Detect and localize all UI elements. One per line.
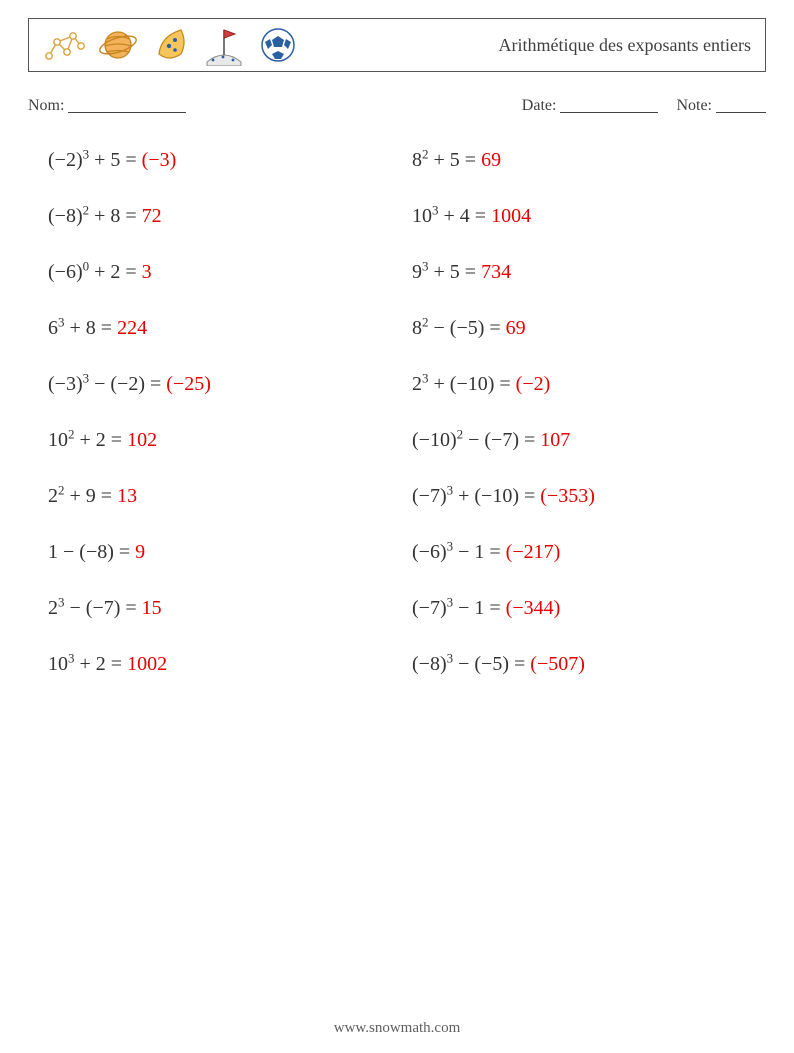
problem-answer: 15 <box>142 597 162 619</box>
problem-expression: (−8)3 − (−5) = <box>412 653 530 675</box>
problem-13: (−7)3 + (−10) = (−353) <box>412 485 766 508</box>
problem-answer: 72 <box>142 205 162 227</box>
problem-answer: 734 <box>481 261 511 283</box>
problem-3: 103 + 4 = 1004 <box>412 205 766 228</box>
problem-expression: (−8)2 + 8 = <box>48 205 142 227</box>
problem-expression: (−10)2 − (−7) = <box>412 429 540 451</box>
problem-expression: 23 − (−7) = <box>48 597 142 619</box>
problem-answer: (−25) <box>166 373 211 395</box>
problem-10: 102 + 2 = 102 <box>48 429 402 452</box>
problem-17: (−7)3 − 1 = (−344) <box>412 597 766 620</box>
problem-expression: 82 − (−5) = <box>412 317 506 339</box>
problem-answer: (−344) <box>506 597 561 619</box>
problem-expression: (−6)3 − 1 = <box>412 541 506 563</box>
problem-2: (−8)2 + 8 = 72 <box>48 205 402 228</box>
problem-5: 93 + 5 = 734 <box>412 261 766 284</box>
problem-11: (−10)2 − (−7) = 107 <box>412 429 766 452</box>
icon-row <box>43 24 299 66</box>
problem-answer: (−3) <box>142 149 177 171</box>
problem-answer: 102 <box>127 429 157 451</box>
problem-12: 22 + 9 = 13 <box>48 485 402 508</box>
footer-url: www.snowmath.com <box>0 1020 794 1037</box>
problem-answer: 9 <box>135 541 145 563</box>
problem-answer: 69 <box>506 317 526 339</box>
problem-expression: 93 + 5 = <box>412 261 481 283</box>
problem-answer: 69 <box>481 149 501 171</box>
problem-9: 23 + (−10) = (−2) <box>412 373 766 396</box>
problem-6: 63 + 8 = 224 <box>48 317 402 340</box>
problem-expression: (−6)0 + 2 = <box>48 261 142 283</box>
problem-expression: (−7)3 + (−10) = <box>412 485 540 507</box>
problem-8: (−3)3 − (−2) = (−25) <box>48 373 402 396</box>
problem-expression: (−7)3 − 1 = <box>412 597 506 619</box>
problem-19: (−8)3 − (−5) = (−507) <box>412 653 766 676</box>
problem-answer: 224 <box>117 317 147 339</box>
problem-7: 82 − (−5) = 69 <box>412 317 766 340</box>
flag-icon <box>203 24 245 66</box>
problem-expression: 23 + (−10) = <box>412 373 516 395</box>
problem-0: (−2)3 + 5 = (−3) <box>48 149 402 172</box>
problem-expression: 63 + 8 = <box>48 317 117 339</box>
problem-expression: 1 − (−8) = <box>48 541 135 563</box>
worksheet-header: Arithmétique des exposants entiers <box>28 18 766 72</box>
problem-answer: (−507) <box>530 653 585 675</box>
planet-icon <box>97 24 139 66</box>
problem-expression: 22 + 9 = <box>48 485 117 507</box>
problem-expression: (−2)3 + 5 = <box>48 149 142 171</box>
problem-expression: (−3)3 − (−2) = <box>48 373 166 395</box>
date-blank[interactable] <box>560 97 658 113</box>
seed-icon <box>151 24 191 66</box>
worksheet-title: Arithmétique des exposants entiers <box>499 35 751 56</box>
problem-answer: 1004 <box>491 205 531 227</box>
problem-answer: (−2) <box>516 373 551 395</box>
note-label: Note: <box>676 97 712 114</box>
ball-icon <box>257 24 299 66</box>
problem-answer: 3 <box>142 261 152 283</box>
network-icon <box>43 24 85 66</box>
meta-row: Nom: Date: Note: <box>28 94 766 115</box>
problem-expression: 103 + 4 = <box>412 205 491 227</box>
note-blank[interactable] <box>716 97 766 113</box>
date-label: Date: <box>522 97 557 114</box>
problem-expression: 103 + 2 = <box>48 653 127 675</box>
problem-expression: 102 + 2 = <box>48 429 127 451</box>
problem-16: 23 − (−7) = 15 <box>48 597 402 620</box>
problem-answer: 1002 <box>127 653 167 675</box>
problems-grid: (−2)3 + 5 = (−3) 82 + 5 = 69 (−8)2 + 8 = 7… <box>28 149 766 676</box>
name-label: Nom: <box>28 97 64 114</box>
problem-answer: (−217) <box>506 541 561 563</box>
problem-answer: 107 <box>540 429 570 451</box>
problem-expression: 82 + 5 = <box>412 149 481 171</box>
problem-15: (−6)3 − 1 = (−217) <box>412 541 766 564</box>
problem-14: 1 − (−8) = 9 <box>48 541 402 564</box>
problem-answer: (−353) <box>540 485 595 507</box>
problem-1: 82 + 5 = 69 <box>412 149 766 172</box>
problem-18: 103 + 2 = 1002 <box>48 653 402 676</box>
problem-4: (−6)0 + 2 = 3 <box>48 261 402 284</box>
problem-answer: 13 <box>117 485 137 507</box>
name-blank[interactable] <box>68 97 186 113</box>
